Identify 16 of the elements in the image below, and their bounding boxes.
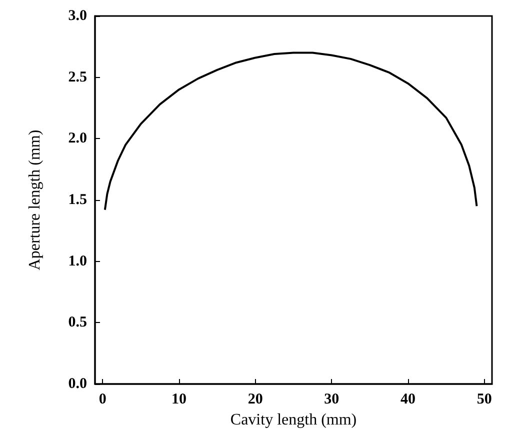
y-tick-label: 3.0 xyxy=(68,8,87,24)
y-tick-label: 1.0 xyxy=(68,253,87,270)
x-tick-label: 10 xyxy=(171,392,186,408)
x-axis-title: Cavity length (mm) xyxy=(230,411,357,428)
x-tick-label: 30 xyxy=(324,392,340,408)
x-tick-label: 40 xyxy=(400,392,416,408)
x-tick-label: 20 xyxy=(248,392,263,408)
y-tick-label: 0.5 xyxy=(68,314,87,331)
line-series xyxy=(104,52,478,211)
y-tick-label: 2.0 xyxy=(68,130,87,147)
y-axis-title: Aperture length (mm) xyxy=(26,130,44,270)
y-tick-label: 0.0 xyxy=(68,376,87,392)
x-tick-label: 50 xyxy=(476,392,492,408)
y-tick-label: 2.5 xyxy=(68,69,87,86)
x-tick-label: 0 xyxy=(98,392,106,408)
y-tick-label: 1.5 xyxy=(68,192,87,208)
